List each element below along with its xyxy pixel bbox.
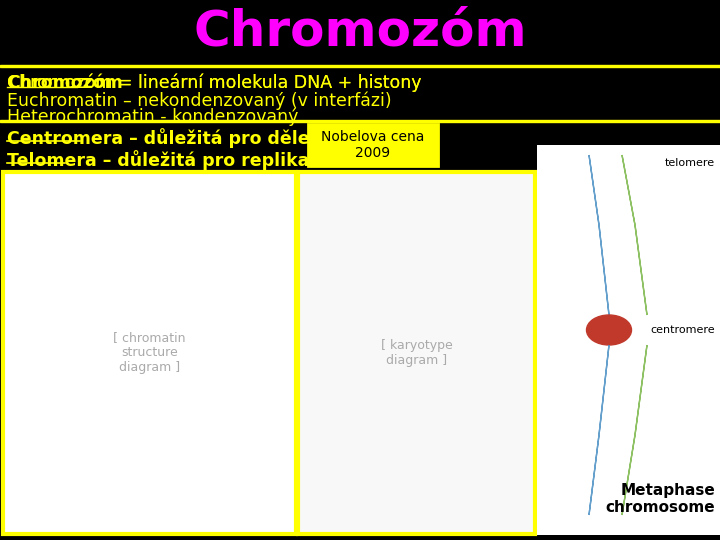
Text: [ chromatin
structure
diagram ]: [ chromatin structure diagram ] bbox=[113, 332, 186, 375]
Text: Nobelova cena
2009: Nobelova cena 2009 bbox=[321, 130, 425, 160]
Text: Euchromatin – nekondenzovaný (v interfázi): Euchromatin – nekondenzovaný (v interfáz… bbox=[7, 91, 392, 110]
Text: Centromera – důležitá pro dělení jádra: Centromera – důležitá pro dělení jádra bbox=[7, 128, 384, 148]
Polygon shape bbox=[589, 345, 609, 515]
Ellipse shape bbox=[587, 315, 631, 345]
Text: centromere: centromere bbox=[650, 325, 715, 335]
Text: Chromozóm = lineární molekula DNA + histony: Chromozóm = lineární molekula DNA + hist… bbox=[7, 74, 421, 92]
Text: Metaphase
chromosome: Metaphase chromosome bbox=[606, 483, 715, 515]
Text: Chromozóm = lineární molekula DNA + histony: Chromozóm = lineární molekula DNA + hist… bbox=[7, 74, 421, 92]
Bar bbox=[298, 172, 535, 534]
FancyBboxPatch shape bbox=[308, 124, 438, 166]
Polygon shape bbox=[589, 155, 609, 315]
Bar bbox=[0, 120, 720, 122]
Text: [ karyotype
diagram ]: [ karyotype diagram ] bbox=[381, 339, 452, 367]
Bar bbox=[0, 65, 720, 67]
Text: Telomera – důležitá pro replikaci: Telomera – důležitá pro replikaci bbox=[7, 150, 325, 170]
Polygon shape bbox=[622, 155, 647, 315]
Text: Chromozóm: Chromozóm bbox=[7, 74, 122, 92]
Text: telomere: telomere bbox=[665, 158, 715, 168]
Text: Heterochromatin - kondenzovaný: Heterochromatin - kondenzovaný bbox=[7, 108, 298, 126]
Text: Chromozóm: Chromozóm bbox=[193, 8, 527, 56]
Bar bbox=[537, 145, 720, 535]
Polygon shape bbox=[622, 345, 647, 515]
Bar bbox=[3, 172, 296, 534]
